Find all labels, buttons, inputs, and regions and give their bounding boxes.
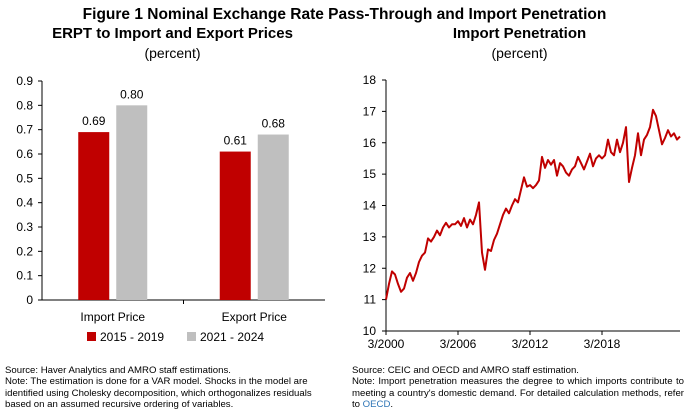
y-tick-label: 0.9 [16,74,33,88]
y-tick-label: 0.3 [16,220,33,234]
left-note: Source: Haver Analytics and AMRO staff e… [5,365,339,410]
y-tick-label: 0.4 [16,196,33,210]
y-tick-label: 0.8 [16,98,33,112]
y-tick-label: 0.7 [16,123,33,137]
left-source-text: Source: Haver Analytics and AMRO staff e… [5,365,231,376]
x-tick-label: 3/2000 [368,337,405,351]
bar [257,134,289,300]
x-category-label: Import Price [80,310,145,324]
right-chart-subtitle: (percent) [491,45,548,61]
left-chart-title: ERPT to Import and Export Prices [52,25,293,42]
oecd-link[interactable]: OECD [362,398,391,410]
y-tick-label: 14 [363,199,377,213]
import-penetration-line [385,108,681,300]
bar-value-label: 0.68 [262,117,286,131]
y-tick-label: 17 [363,104,377,118]
y-tick-label: 0.1 [16,269,33,283]
y-tick-label: 16 [363,136,377,150]
left-note-text: Note: The estimation is done for a VAR m… [5,376,312,410]
bar [78,132,110,300]
bar-value-label: 0.61 [224,134,248,148]
legend-label: 2015 - 2019 [100,330,164,344]
bar-value-label: 0.80 [120,87,144,101]
left-chart-subtitle: (percent) [144,45,201,61]
x-tick-label: 3/2006 [440,337,477,351]
import-penetration-line-chart: 10 11 12 13 14 15 16 17 18 3/2000 3/2006 3/2012 3/20… [363,73,681,351]
right-note: Source: CEIC and OECD and AMRO staff est… [352,365,684,410]
x-category-label: Export Price [222,310,288,324]
bar-value-label: 0.69 [82,114,106,128]
bar [219,151,251,300]
y-tick-label: 11 [364,293,377,307]
y-tick-label: 0.5 [16,171,33,185]
erpt-bar-chart: 0 0.1 0.2 0.3 0.4 0.5 0.6 0.7 0.8 0.9 0.69 0.80 Impo… [16,74,325,344]
right-note-prefix: Note: Import penetration measures the de… [352,376,684,410]
x-tick-label: 3/2018 [584,337,621,351]
y-tick-label: 18 [363,73,377,87]
legend-swatch [187,332,196,341]
bar [116,105,148,300]
right-note-suffix: . [390,398,394,410]
legend-label: 2021 - 2024 [200,330,264,344]
y-tick-label: 0 [26,293,33,307]
legend-swatch [87,332,96,341]
y-tick-label: 13 [363,230,377,244]
y-tick-label: 0.2 [16,244,33,258]
y-tick-label: 0.6 [16,147,33,161]
x-tick-label: 3/2012 [512,337,549,351]
y-tick-label: 15 [363,167,377,181]
y-tick-label: 10 [363,324,377,338]
right-chart-title: Import Penetration [452,25,587,42]
right-note-text: Note: Import penetration measures the de… [352,376,684,410]
y-tick-label: 12 [363,261,377,275]
figure-title: Figure 1 Nominal Exchange Rate Pass-Thro… [82,6,607,23]
right-source-text: Source: CEIC and OECD and AMRO staff est… [352,365,579,376]
